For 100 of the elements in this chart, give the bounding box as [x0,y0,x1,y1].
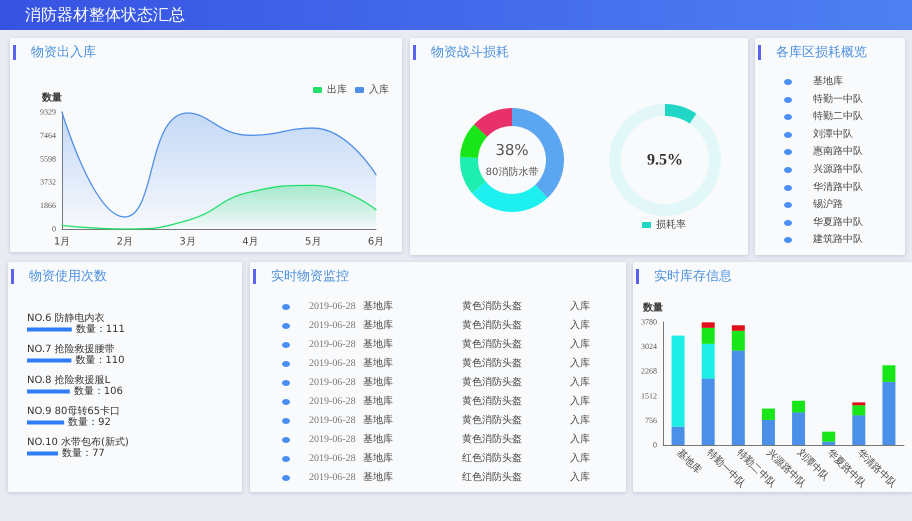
text: 基地库 [363,414,393,427]
text: 黄色消防头盔 [462,300,522,313]
text: 特勤二中队 [813,110,863,124]
bar [762,420,775,445]
legend-label: 出库 [327,84,347,96]
bar [702,344,715,379]
text: 实时物资监控 [271,268,349,285]
bar [882,382,896,445]
y-tick-label: 5598 [40,154,56,164]
text: 入库 [570,452,590,465]
text: 2019-06-28 [309,357,356,370]
bar [27,328,72,332]
text: 入库 [570,414,590,427]
y-tick-label: NO.8 抢险救援服L [27,374,111,386]
x-tick-label: 基地库 [674,446,704,476]
text: 入库 [570,319,590,332]
y-axis-title: 数量 [41,92,62,104]
chart-title: 物资使用次数 [29,268,107,285]
y-tick-label: 0 [52,224,56,234]
data-label: 数量：92 [68,417,111,428]
bar [27,358,72,362]
data-label: 9.5% [647,152,683,168]
text: 各库区损耗概览 [776,44,867,61]
text: 入库 [570,338,590,351]
text: 红色消防头盔 [462,471,522,484]
bar [822,432,836,442]
text: 基地库 [363,357,393,370]
y-tick-label: 2268 [641,366,657,376]
text: 基地库 [363,376,393,389]
text: 建筑路中队 [813,233,863,246]
text: 入库 [570,376,590,389]
legend-label: 损耗率 [656,218,686,230]
data-label: 数量：77 [62,448,105,459]
x-tick-label: 2月 [116,236,133,248]
text: 基地库 [363,395,393,408]
text: 红色消防头盔 [462,452,522,465]
text: 2019-06-28 [309,414,356,427]
text: 2019-06-28 [309,395,356,408]
text: 2019-06-28 [309,319,356,332]
y-tick-label: NO.6 防静电内衣 [27,312,105,324]
bar [702,322,715,328]
text: 基地库 [363,319,393,332]
x-tick-label: 5月 [305,236,322,248]
bar [882,365,896,382]
y-tick-label: NO.10 水带包布(新式) [27,436,129,448]
bar [27,420,64,424]
bar [792,400,806,412]
text: 兴源路中队 [813,163,863,176]
text: 锡沪路 [813,198,843,212]
text: 基地库 [813,75,843,88]
bar [27,390,70,394]
text: 基地库 [363,338,393,351]
text: 入库 [570,300,590,313]
y-tick-label: 756 [645,416,657,425]
text: 华清路中队 [813,180,863,194]
y-tick-label: 9329 [40,108,56,116]
text: 黄色消防头盔 [462,395,522,408]
text: 黄色消防头盔 [462,357,522,370]
bar [732,325,745,331]
text: 2019-06-28 [309,338,356,351]
text: 2019-06-28 [309,376,356,389]
bar [792,412,806,445]
text: 基地库 [363,300,393,313]
text: 黄色消防头盔 [462,433,522,446]
text: 基地库 [363,433,393,446]
bar [702,328,715,344]
bar [852,405,866,416]
bar [672,426,685,445]
bar [762,408,775,420]
data-label: 38% [495,141,529,159]
text: 入库 [570,433,590,446]
text: 消防器材整体状态汇总 [25,5,185,25]
bar [702,378,715,445]
y-tick-label: 3732 [40,178,56,187]
chart-title: 物资战斗损耗 [431,44,509,61]
chart-title: 实时库存信息 [654,268,732,285]
data-label: 数量：111 [76,324,125,335]
text: 2019-06-28 [309,433,356,446]
x-tick-label: 4月 [242,236,259,248]
bar [852,415,866,445]
bar [852,402,866,406]
text: 黄色消防头盔 [462,319,522,332]
y-tick-label: 7464 [40,130,56,140]
y-tick-label: NO.7 抢险救援腰带 [27,343,115,355]
text: 入库 [570,395,590,408]
data-label: 数量：110 [75,355,124,366]
text: 华夏路中队 [813,216,863,229]
text: 黄色消防头盔 [462,376,522,389]
x-tick-label: 6月 [368,236,384,248]
bar [732,330,745,351]
y-tick-label: 1512 [641,391,657,400]
text: 2019-06-28 [309,452,356,465]
text: 入库 [570,357,590,370]
text: 2019-06-28 [309,300,356,313]
x-tick-label: 3月 [179,236,196,248]
text: 入库 [570,471,590,484]
bar [732,350,745,445]
text: 惠南路中队 [813,145,863,158]
x-tick-label: 1月 [54,236,70,248]
text: 黄色消防头盔 [462,338,522,351]
